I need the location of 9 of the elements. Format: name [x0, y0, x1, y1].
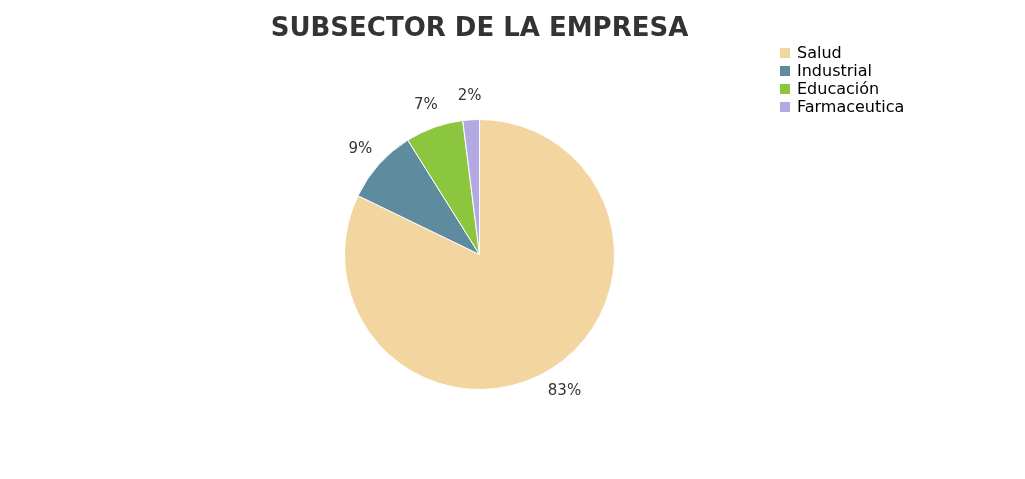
chart-title: SUBSECTOR DE LA EMPRESA [270, 12, 689, 42]
data-label: 2% [457, 85, 482, 104]
data-label: 83% [547, 381, 582, 400]
legend-label: Salud [797, 43, 842, 62]
data-label: 7% [413, 94, 438, 113]
legend-label: Farmaceutica [797, 97, 905, 116]
legend-label: Industrial [797, 61, 873, 80]
data-label: 9% [348, 138, 373, 157]
legend-label: Educación [797, 79, 880, 98]
